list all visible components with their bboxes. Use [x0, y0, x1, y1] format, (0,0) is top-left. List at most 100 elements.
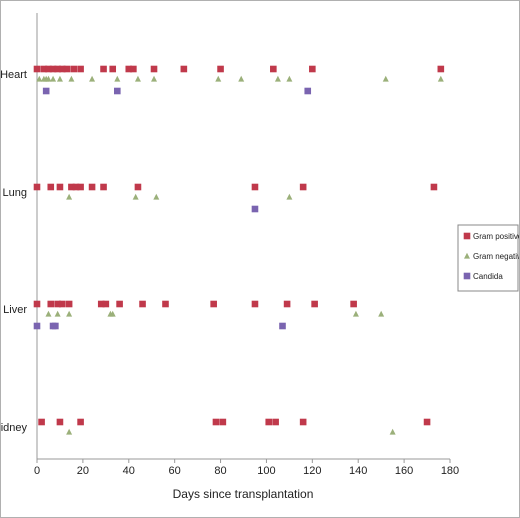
x-tick-label-120: 120	[303, 465, 321, 477]
point-candida-liver-3	[279, 322, 286, 330]
point-candida-liver-0	[33, 322, 41, 330]
point-gram-negative-heart-8	[114, 75, 121, 82]
point-gram-negative-heart-3	[45, 75, 52, 82]
point-gram-negative-heart-7	[89, 75, 96, 82]
legend-label-candida: Candida	[473, 272, 503, 281]
legend-label-gram-negative: Gram negative	[473, 252, 519, 261]
point-gram-negative-kidney-1	[389, 428, 396, 435]
point-gram-positive-liver-6	[102, 300, 110, 308]
point-gram-negative-heart-6	[68, 75, 75, 82]
point-gram-positive-lung-6	[88, 183, 96, 191]
legend-label-gram-positive: Gram positive	[473, 232, 519, 241]
legend-marker-candida	[463, 272, 471, 280]
point-gram-positive-lung-9	[251, 183, 259, 191]
point-gram-negative-lung-1	[132, 193, 139, 200]
point-gram-positive-lung-1	[47, 183, 55, 191]
point-gram-negative-kidney-0	[66, 428, 73, 435]
point-gram-positive-kidney-8	[423, 418, 431, 426]
point-candida-liver-2	[52, 322, 59, 330]
legend: Gram positive Gram negative Candida	[457, 224, 519, 292]
point-gram-negative-heart-10	[151, 75, 158, 82]
point-gram-positive-heart-11	[125, 65, 133, 73]
x-axis-title: Days since transplantation	[173, 487, 314, 501]
point-gram-positive-liver-3	[58, 300, 66, 308]
point-gram-negative-heart-15	[382, 75, 389, 82]
point-gram-negative-liver-4	[109, 310, 116, 317]
point-gram-positive-heart-1	[40, 65, 48, 73]
point-gram-positive-heart-5	[58, 65, 66, 73]
point-gram-negative-liver-2	[66, 310, 73, 317]
point-gram-positive-heart-17	[309, 65, 316, 73]
x-tick-label-0: 0	[34, 465, 40, 477]
point-gram-positive-liver-13	[311, 300, 318, 308]
point-gram-positive-heart-6	[63, 65, 71, 73]
point-gram-positive-lung-3	[68, 183, 75, 191]
x-tick-label-160: 160	[395, 465, 413, 477]
point-gram-positive-lung-11	[430, 183, 438, 191]
point-gram-negative-lung-3	[286, 193, 293, 200]
point-candida-heart-0	[42, 87, 50, 95]
legend-marker-gram-negative	[464, 252, 470, 259]
point-gram-positive-liver-8	[139, 300, 146, 308]
point-gram-positive-liver-7	[116, 300, 123, 308]
point-candida-lung-0	[251, 205, 259, 213]
point-gram-positive-kidney-1	[56, 418, 64, 426]
point-gram-positive-liver-10	[210, 300, 217, 308]
point-gram-negative-heart-0	[36, 75, 43, 82]
point-gram-positive-heart-16	[270, 65, 277, 73]
point-gram-positive-liver-0	[33, 300, 41, 308]
x-tick-label-180: 180	[441, 465, 459, 477]
point-gram-positive-heart-3	[49, 65, 57, 73]
point-gram-negative-heart-9	[134, 75, 141, 82]
x-tick-label-80: 80	[214, 465, 226, 477]
x-ticks: 0 20 40 60 80 100 120 140 160 180	[34, 459, 459, 477]
point-gram-positive-lung-10	[299, 183, 307, 191]
point-gram-negative-liver-5	[352, 310, 359, 317]
point-gram-positive-lung-8	[134, 183, 142, 191]
point-gram-positive-heart-13	[150, 65, 158, 73]
point-gram-negative-heart-5	[56, 75, 63, 82]
point-gram-positive-kidney-6	[272, 418, 279, 426]
point-gram-positive-kidney-4	[219, 418, 227, 426]
point-gram-positive-heart-0	[33, 65, 41, 73]
point-gram-positive-heart-14	[180, 65, 188, 73]
x-tick-label-40: 40	[123, 465, 135, 477]
point-gram-negative-heart-11	[215, 75, 222, 82]
point-gram-positive-heart-18	[437, 65, 445, 73]
point-candida-heart-2	[304, 87, 312, 95]
point-gram-negative-heart-16	[437, 75, 444, 82]
point-gram-positive-lung-2	[56, 183, 64, 191]
x-tick-label-140: 140	[349, 465, 367, 477]
legend-marker-gram-positive	[463, 232, 471, 240]
data-points	[33, 65, 445, 435]
x-tick-label-20: 20	[77, 465, 89, 477]
point-gram-positive-heart-10	[109, 65, 117, 73]
point-gram-negative-heart-4	[50, 75, 57, 82]
point-gram-positive-lung-5	[77, 183, 84, 191]
point-gram-positive-kidney-5	[265, 418, 273, 426]
point-gram-positive-heart-7	[70, 65, 78, 73]
point-candida-heart-1	[114, 87, 121, 95]
point-gram-positive-heart-2	[45, 65, 52, 73]
point-gram-negative-lung-2	[153, 193, 160, 200]
point-gram-negative-liver-0	[45, 310, 52, 317]
point-gram-positive-liver-1	[47, 300, 55, 308]
point-gram-positive-lung-0	[33, 183, 41, 191]
point-gram-positive-heart-9	[100, 65, 107, 73]
point-gram-positive-liver-14	[350, 300, 357, 308]
point-gram-positive-heart-8	[77, 65, 84, 73]
category-label-heart: Heart	[1, 69, 27, 81]
point-gram-negative-liver-1	[54, 310, 61, 317]
point-gram-positive-kidney-2	[77, 418, 84, 426]
category-label-liver: Liver	[3, 304, 27, 316]
point-gram-negative-heart-13	[274, 75, 281, 82]
category-label-lung: Lung	[3, 187, 27, 199]
point-gram-negative-heart-12	[238, 75, 245, 82]
point-gram-positive-lung-7	[100, 183, 107, 191]
x-tick-label-100: 100	[257, 465, 275, 477]
point-gram-negative-liver-6	[378, 310, 385, 317]
category-labels: Heart Lung Liver Kidney	[1, 69, 27, 434]
point-gram-positive-liver-5	[97, 300, 105, 308]
